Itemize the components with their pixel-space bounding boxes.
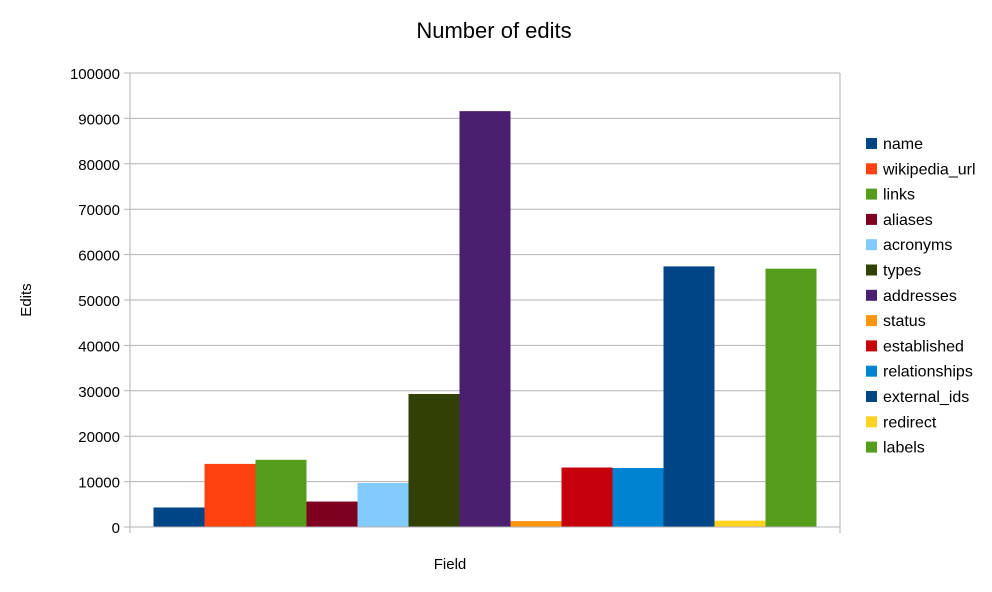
legend-swatch [866, 416, 877, 428]
bar-addresses [459, 111, 511, 528]
y-tick-label: 80000 [78, 157, 120, 174]
bar-established [561, 467, 613, 527]
legend-label: external_ids [883, 389, 969, 406]
legend-label: status [883, 313, 926, 330]
y-tick-label: 10000 [78, 475, 120, 492]
y-tick-label: 0 [112, 520, 120, 537]
legend-swatch [866, 188, 877, 200]
y-tick-label: 90000 [78, 111, 120, 128]
legend-swatch [866, 365, 877, 377]
legend-label: relationships [883, 364, 973, 381]
y-tick-label: 20000 [78, 429, 120, 446]
legend-swatch [866, 289, 877, 301]
bar-acronyms [357, 482, 409, 527]
y-tick-label: 50000 [78, 293, 120, 310]
axes [129, 73, 841, 533]
legend-swatch [866, 138, 877, 149]
y-tick-label: 70000 [78, 202, 120, 219]
bar-types [408, 393, 460, 527]
legend-label: addresses [883, 288, 957, 305]
legend-swatch [866, 213, 877, 225]
legend-label: types [883, 263, 921, 280]
y-tick-labels: 0 10000 20000 30000 40000 50000 60000 70000 8000… [70, 66, 120, 537]
bars [153, 111, 817, 528]
legend-label: aliases [883, 212, 933, 229]
chart-title: Number of edits [416, 18, 571, 43]
y-axis-label: Edits [18, 283, 35, 316]
bar-external_ids [663, 266, 715, 527]
legend-label: links [883, 187, 915, 204]
y-tick-label: 30000 [78, 384, 120, 401]
legend-swatch [866, 391, 877, 402]
legend-swatch [866, 163, 877, 175]
bar-links [255, 459, 307, 527]
legend-swatch [866, 239, 877, 251]
legend-label: acronyms [883, 237, 952, 254]
y-tick-label: 100000 [70, 66, 120, 83]
bar-labels [765, 268, 817, 527]
bar-aliases [306, 501, 358, 527]
legend-swatch [866, 315, 877, 327]
bar-status [510, 521, 562, 527]
y-tick-label: 60000 [78, 248, 120, 265]
bar-relationships [612, 467, 664, 527]
legend-label: wikipedia_url [882, 161, 976, 178]
x-axis-label: Field [434, 556, 467, 573]
legend-label: labels [883, 440, 925, 457]
bar-name [153, 507, 205, 527]
legend-swatch [866, 441, 877, 453]
y-tick-label: 40000 [78, 338, 120, 355]
bar-redirect [714, 520, 766, 527]
legend-label: redirect [883, 414, 937, 431]
legend-label: established [883, 338, 964, 355]
legend-swatch [866, 340, 877, 352]
legend-label: name [883, 136, 923, 153]
bar-wikipedia_url [204, 463, 256, 527]
legend-swatch [866, 264, 877, 276]
